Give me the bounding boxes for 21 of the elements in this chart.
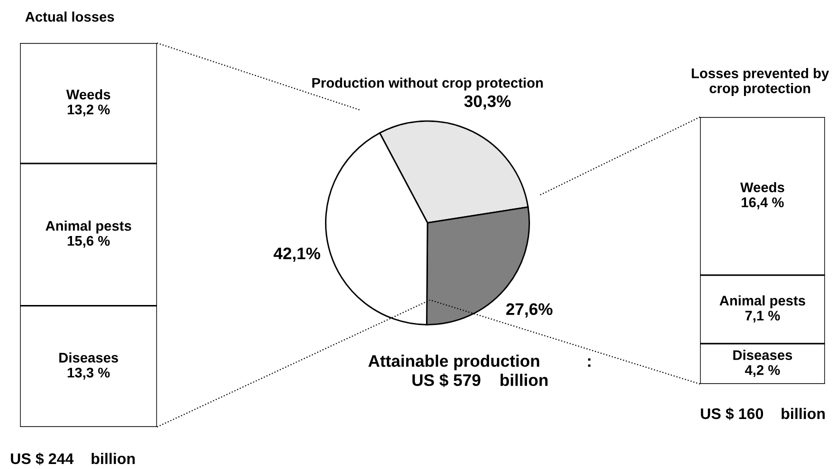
data-label: 30,3% — [464, 95, 511, 110]
data-label: 4,2 % — [744, 365, 780, 377]
text: Attainable production : US $ 579 billion — [368, 354, 590, 388]
data-label: 15,6 % — [68, 236, 110, 248]
slice-label: Production without crop protection — [312, 78, 543, 91]
chart-title: Actual losses — [25, 12, 114, 22]
series-label: Weeds — [66, 89, 110, 100]
data-label: 42,1% — [274, 248, 320, 262]
series-label: Animal pests — [46, 220, 132, 234]
data-label: 13,3 % — [68, 368, 110, 380]
series-label: Weeds — [740, 182, 784, 192]
data-label: 7,1 % — [745, 310, 780, 323]
chart-title: Losses prevented by crop protection — [692, 68, 830, 96]
data-label: 27,6% — [506, 303, 552, 318]
data-label: 13,2 % — [68, 104, 110, 116]
text: US $ 244 billion — [10, 452, 135, 466]
series-label: Diseases — [733, 350, 792, 360]
series-label: Animal pests — [720, 295, 806, 308]
text: US $ 160 billion — [700, 408, 825, 420]
series-label: Diseases — [59, 352, 118, 363]
data-label: 16,4 % — [742, 197, 784, 210]
